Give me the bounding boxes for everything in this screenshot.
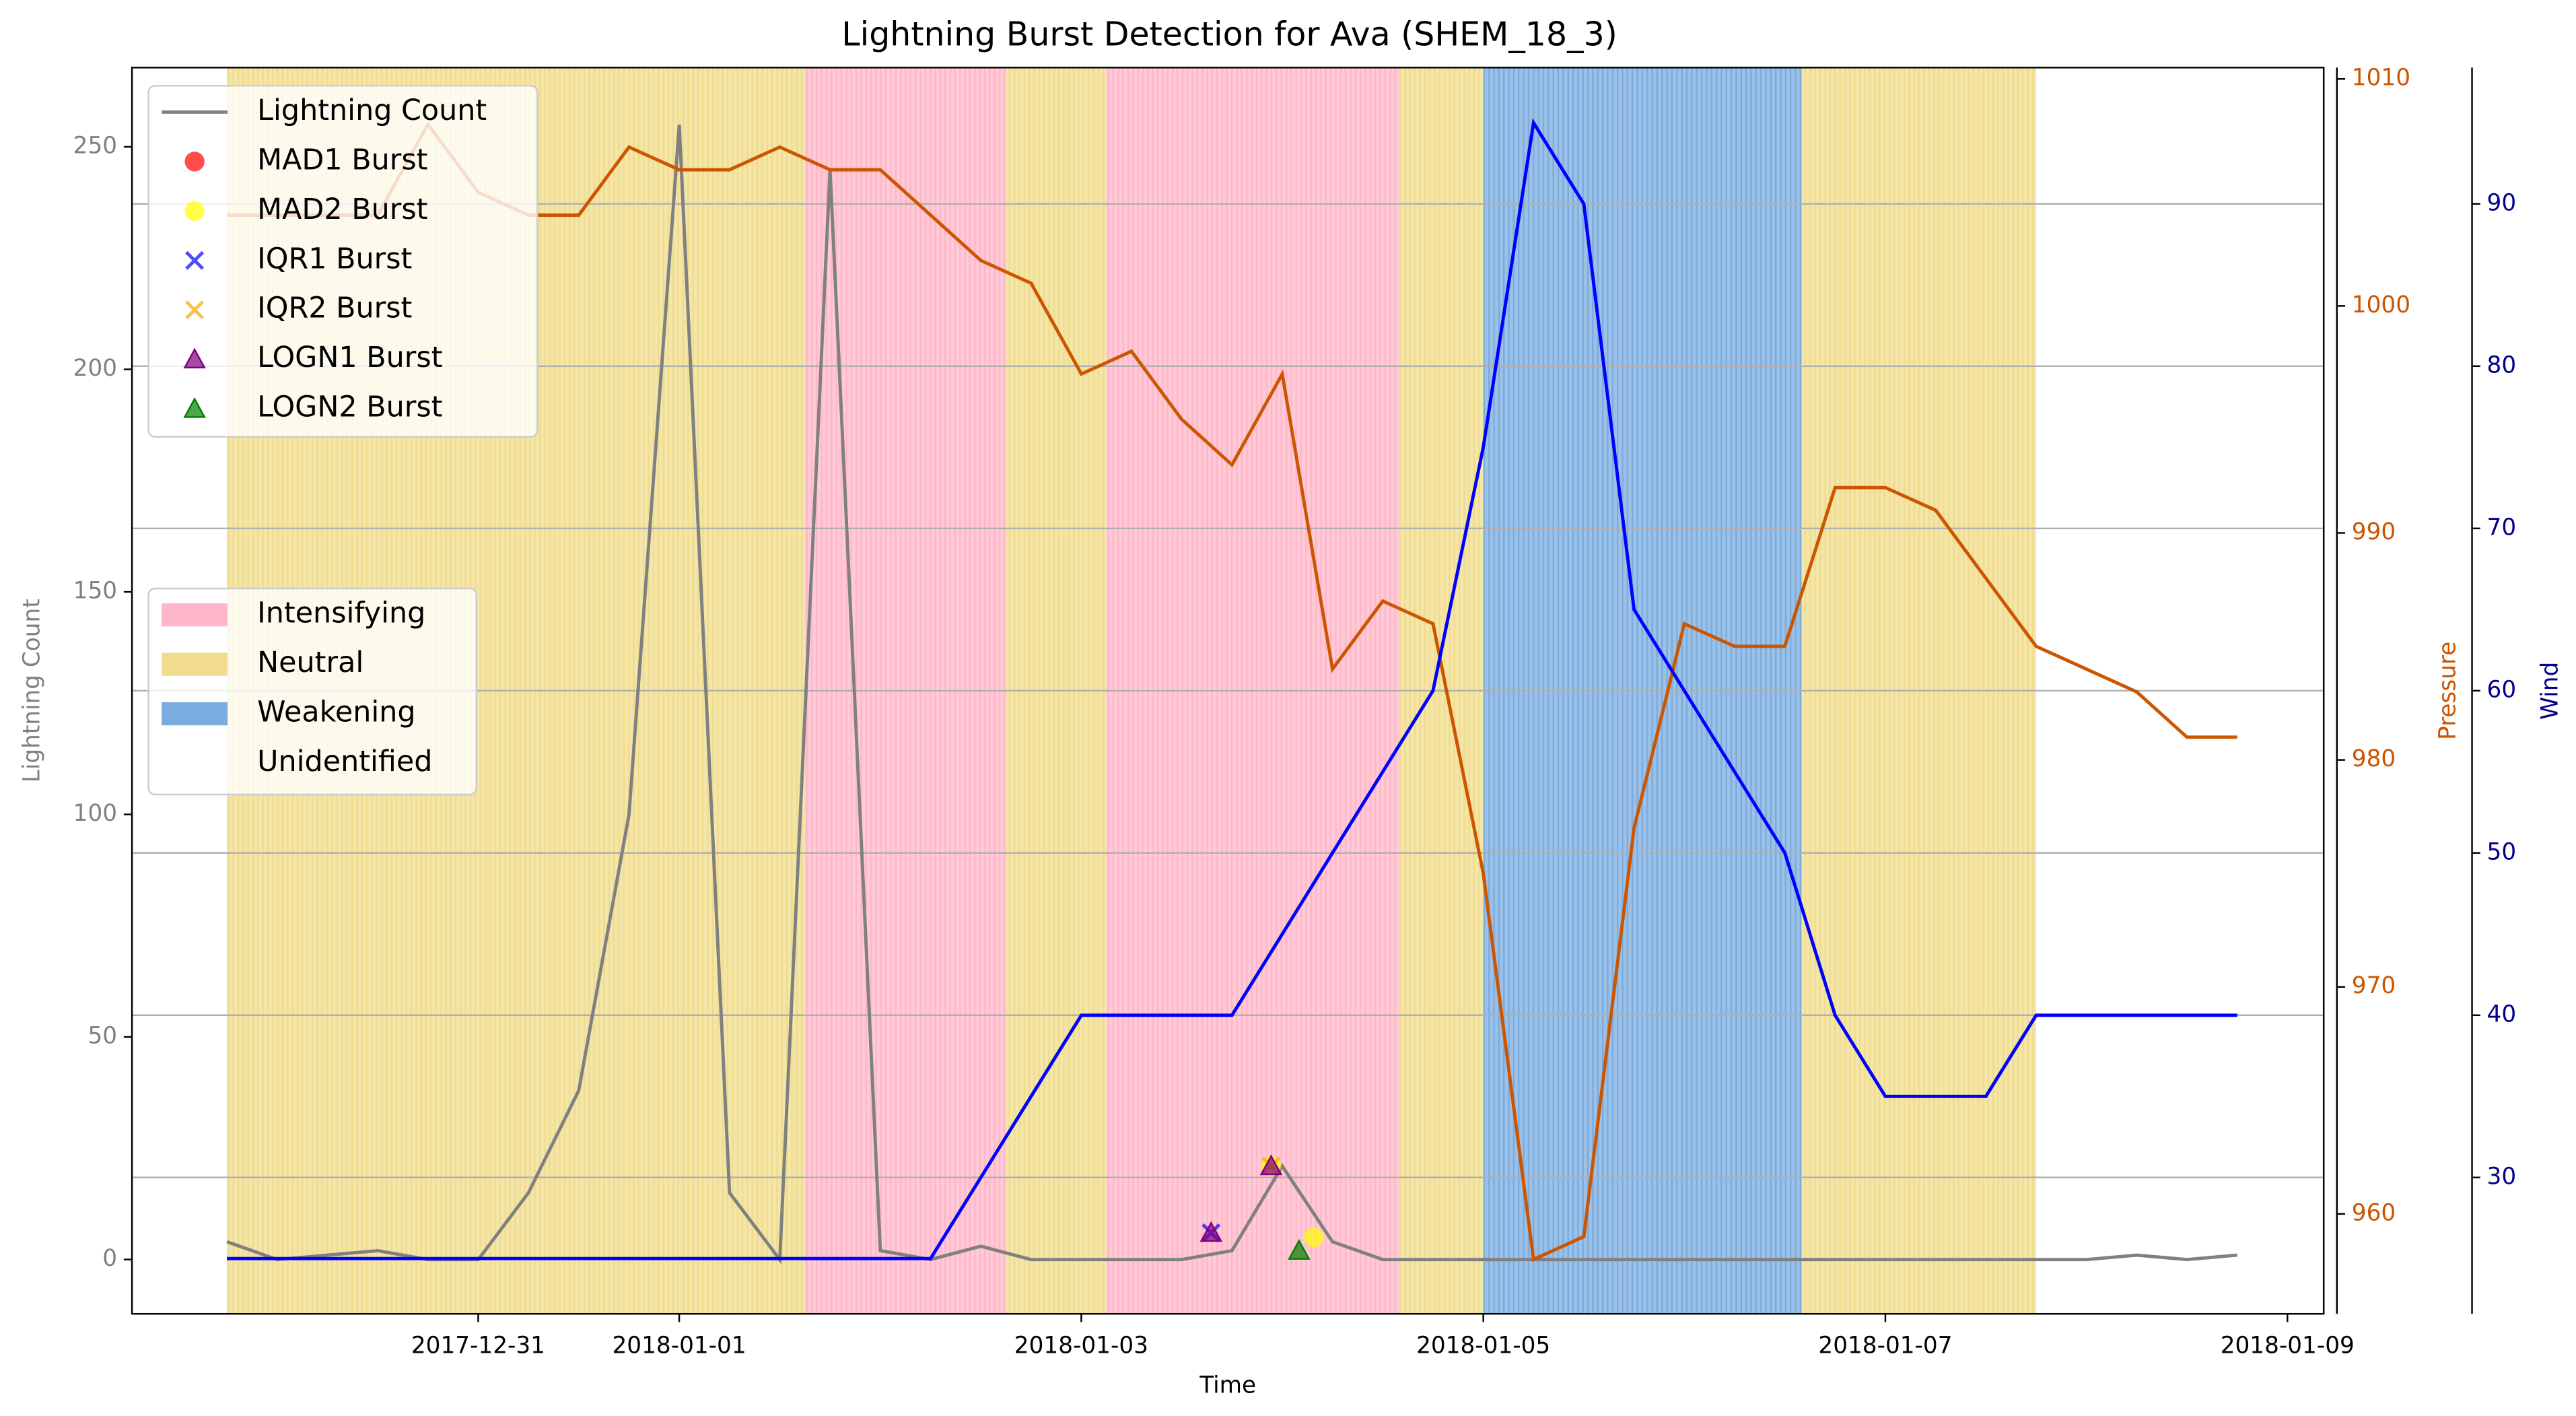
x-tick-label: 2018-01-03 [1014,1333,1148,1359]
legend-label: Neutral [257,646,363,679]
burst-marker [184,151,205,172]
x-axis-label: Time [1199,1372,1256,1398]
phase-legend: Intensifying Neutral Weakening Unidentified [147,587,477,796]
x-tick-label: 2018-01-05 [1416,1333,1550,1359]
legend-label: Unidentified [257,745,432,778]
y-tick-label: 50 [88,1023,117,1050]
y2-axis-label: Pressure [2435,642,2462,740]
legend-box [147,587,477,796]
y3-tick-label: 50 [2487,838,2517,865]
legend-patch [162,652,228,676]
y2-tick-label: 980 [2352,745,2396,772]
y3-tick-label: 40 [2487,1001,2517,1027]
legend: Lightning Count MAD1 Burst MAD2 Burst IQR1 … [147,85,538,438]
burst-marker [185,250,205,270]
legend-box [147,85,538,438]
y-tick-label: 100 [73,800,117,827]
legend-label: MAD2 Burst [257,193,427,226]
burst-marker [1288,1239,1311,1260]
y3-tick-label: 70 [2487,514,2517,541]
y-tick-label: 200 [73,355,117,382]
legend-patch [162,603,228,627]
burst-marker [184,201,205,222]
y-axis-label: Lightning Count [19,599,46,782]
y2-tick-label: 1000 [2352,292,2410,318]
y-tick-label: 0 [102,1245,117,1272]
burst-marker [183,397,206,418]
x-tick-label: 2018-01-07 [1818,1333,1952,1359]
legend-label: LOGN2 Burst [257,391,442,424]
plot-frame [131,67,2325,1315]
burst-marker [185,300,205,320]
series-line [227,118,2237,1260]
y3-tick-label: 60 [2487,676,2517,703]
legend-label: MAD1 Burst [257,143,427,176]
y3-tick-label: 80 [2487,351,2517,378]
legend-patch [162,751,228,775]
burst-marker [183,347,206,369]
legend-label: IQR1 Burst [257,242,412,275]
legend-label: IQR2 Burst [257,292,412,325]
x-tick-label: 2018-01-01 [613,1333,746,1359]
legend-label: Intensifying [257,597,425,630]
y2-tick-label: 970 [2352,972,2396,999]
legend-patch [162,702,228,726]
y-tick-label: 150 [73,578,117,605]
legend-label: LOGN1 Burst [257,341,442,374]
legend-label: Lightning Count [257,94,487,127]
x-tick-label: 2018-01-09 [2221,1333,2355,1359]
chart-title: Lightning Burst Detection for Ava (SHEM_… [841,15,1617,53]
y2-tick-label: 1010 [2352,65,2410,92]
y3-axis-label: Wind [2537,662,2564,720]
y-tick-label: 250 [73,133,117,160]
burst-marker [1199,1221,1223,1242]
x-tick-label: 2017-12-31 [411,1333,545,1359]
legend-label: Weakening [257,696,415,729]
burst-marker [1303,1227,1324,1248]
y3-tick-label: 30 [2487,1163,2517,1190]
series-line [226,124,2237,1265]
y3-tick-label: 90 [2487,189,2517,216]
series-line [227,121,2237,1262]
y2-tick-label: 990 [2352,518,2396,545]
burst-marker [1259,1154,1283,1176]
y2-tick-label: 960 [2352,1199,2396,1226]
